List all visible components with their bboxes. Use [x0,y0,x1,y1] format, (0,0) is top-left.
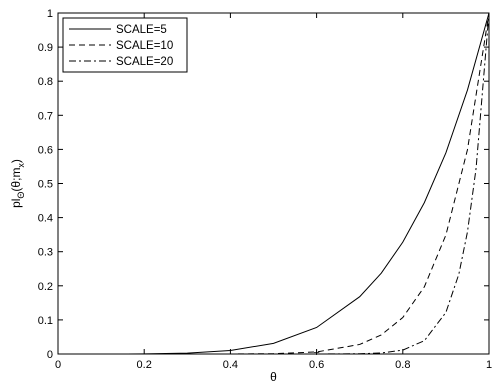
y-axis-label: plΘ(θ;mx) [9,159,26,208]
series-line-3 [58,12,490,355]
y-tick-label: 0.5 [38,179,53,191]
legend-entry: SCALE=20 [116,56,173,68]
legend-entry: SCALE=10 [116,40,173,52]
legend: SCALE=5 SCALE=10 SCALE=20 [62,17,188,73]
x-tick-label: 0 [55,359,61,371]
x-tick-label: 0.4 [223,359,238,371]
annotations: + [313,347,319,359]
x-tick-label: 1 [486,359,492,371]
legend-entry: SCALE=5 [116,24,167,36]
x-tick-label: 0.2 [137,359,152,371]
annotation-marker: + [313,347,319,359]
tick-labels: 0 0.2 0.4 0.6 0.8 1 0 0.1 0.2 0.3 0.4 0.5 0.6 0.7 0.8 0… [38,8,492,371]
x-tick-label: 0.8 [395,359,410,371]
y-tick-label: 0.4 [38,213,53,225]
series-lines [58,12,490,355]
y-tick-label: 0.3 [38,247,53,259]
y-tick-label: 0 [47,349,53,361]
y-tick-label: 0.2 [38,281,53,293]
y-tick-label: 0.9 [38,42,53,54]
y-tick-label: 0.7 [38,110,53,122]
y-tick-label: 0.1 [38,315,53,327]
x-tick-label: 0.6 [309,359,324,371]
y-tick-label: 1 [47,8,53,20]
y-tick-label: 0.6 [38,144,53,156]
series-line-2 [58,12,490,355]
x-axis-label: θ [270,370,277,384]
y-tick-label: 0.8 [38,76,53,88]
